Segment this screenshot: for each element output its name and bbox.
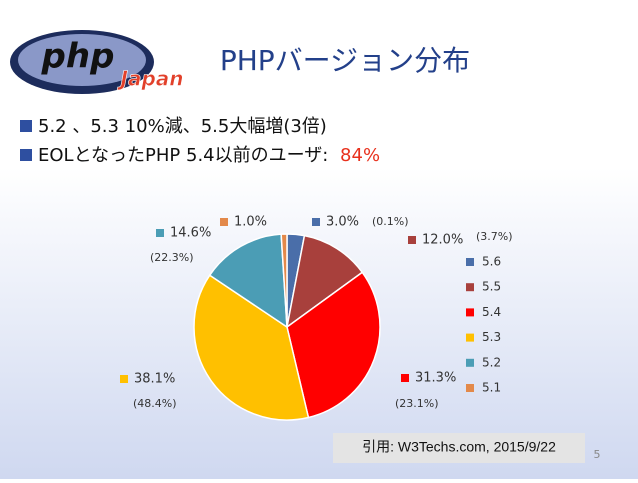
legend-marker bbox=[466, 308, 474, 317]
label-marker bbox=[312, 218, 320, 226]
value-label: 3.0% bbox=[326, 215, 359, 230]
page-number: 5 bbox=[594, 448, 601, 461]
legend-label: 5.6 bbox=[482, 255, 501, 269]
legend-label: 5.1 bbox=[482, 381, 501, 395]
bullet: 5.2 、5.3 10%減、5.5大幅増(3倍) bbox=[38, 116, 327, 137]
slide-title: PHPバージョン分布 bbox=[220, 44, 470, 77]
bullet-text: EOLとなったPHP 5.4以前のユーザ: bbox=[38, 145, 334, 166]
logo-text: php bbox=[41, 37, 115, 77]
value-label: 1.0% bbox=[234, 215, 267, 230]
value-label: 14.6% bbox=[170, 226, 211, 241]
value-label: 12.0% bbox=[422, 233, 463, 248]
pie-slice bbox=[208, 233, 288, 329]
annotation: (48.4%) bbox=[133, 397, 177, 410]
label-marker bbox=[120, 375, 128, 383]
pie-chart: 3.0% (0.1%) 5.6 12.0% (3.7%) 5.5 31.3% (23.1%) 5… bbox=[120, 215, 513, 421]
pie-slice bbox=[286, 271, 381, 419]
logo: php Japan bbox=[10, 30, 184, 94]
legend-marker bbox=[466, 384, 474, 392]
value-label: 31.3% bbox=[415, 371, 456, 386]
label-marker bbox=[220, 218, 228, 226]
pie-slice bbox=[285, 234, 364, 329]
legend-marker bbox=[466, 258, 474, 266]
legend-marker bbox=[466, 358, 474, 367]
legend-label: 5.2 bbox=[482, 355, 501, 369]
logo-subtext: Japan bbox=[117, 67, 184, 91]
legend-label: 5.5 bbox=[482, 280, 501, 294]
logo-inner bbox=[18, 34, 146, 86]
label-marker bbox=[156, 229, 164, 237]
bullet-text: 5.2 、5.3 10%減、5.5大幅増(3倍) bbox=[38, 116, 327, 137]
pie-slice bbox=[280, 233, 288, 328]
annotation: (22.3%) bbox=[150, 251, 194, 264]
citation-box bbox=[333, 433, 585, 463]
citation: 引用: W3Techs.com, 2015/9/22 bbox=[362, 439, 556, 455]
legend-label: 5.4 bbox=[482, 305, 501, 319]
annotation: (3.7%) bbox=[476, 230, 513, 243]
annotation: (0.1%) bbox=[372, 215, 409, 228]
legend-marker bbox=[466, 283, 474, 292]
bullet: EOLとなったPHP 5.4以前のユーザ: 84% bbox=[38, 145, 380, 166]
annotation: (23.1%) bbox=[395, 397, 439, 410]
label-marker bbox=[401, 374, 409, 382]
legend-marker bbox=[466, 333, 474, 342]
value-label: 38.1% bbox=[134, 372, 175, 387]
bullet-highlight: 84% bbox=[340, 145, 380, 166]
pie-slice bbox=[193, 274, 310, 421]
bullet-marker bbox=[20, 120, 32, 132]
bullet-marker bbox=[20, 149, 32, 161]
label-marker bbox=[408, 236, 416, 244]
legend-label: 5.3 bbox=[482, 330, 501, 344]
